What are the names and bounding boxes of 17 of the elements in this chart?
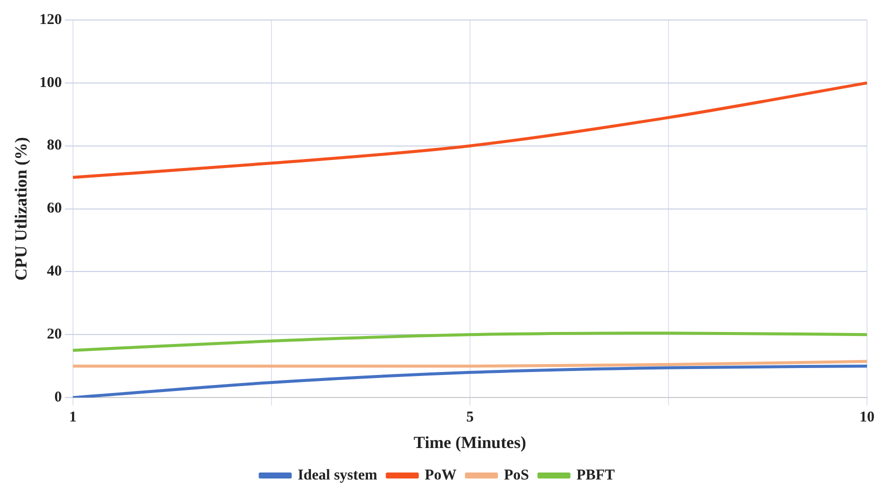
y-tick-label: 120 bbox=[39, 12, 62, 28]
legend-label: Ideal system bbox=[298, 467, 378, 484]
legend-label: PoW bbox=[424, 467, 456, 484]
legend-label: PoS bbox=[504, 467, 529, 484]
line-series bbox=[71, 364, 868, 398]
y-axis-title: CPU Utlization (%) bbox=[12, 137, 31, 281]
y-tick-label: 60 bbox=[46, 200, 62, 217]
y-tick-label: 40 bbox=[46, 264, 62, 280]
y-tick-label: 20 bbox=[46, 326, 62, 343]
x-tick-label: 10 bbox=[860, 409, 874, 426]
y-tick-label: 100 bbox=[39, 74, 62, 91]
y-tick-label: 80 bbox=[46, 138, 62, 154]
legend-label: PBFT bbox=[576, 467, 615, 484]
x-tick-label: 1 bbox=[69, 409, 77, 426]
y-tick-label: 0 bbox=[54, 389, 62, 406]
x-tick-label: 5 bbox=[466, 409, 474, 426]
x-axis-title: Time (Minutes) bbox=[414, 433, 526, 452]
